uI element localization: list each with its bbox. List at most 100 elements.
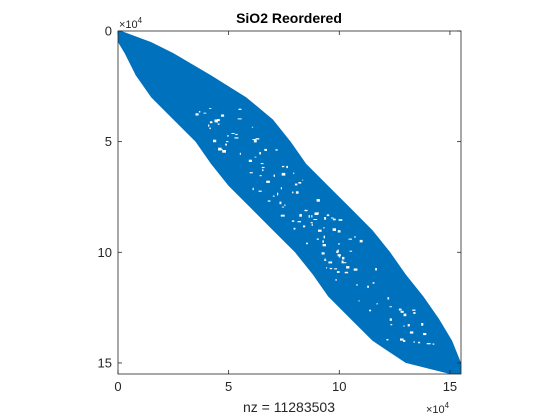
band-gap [329, 267, 333, 270]
band-gap [299, 214, 302, 217]
band-gap [209, 108, 212, 109]
band-gap [308, 215, 310, 218]
band-gap [316, 199, 320, 202]
band-gap [314, 212, 319, 215]
band-gap [390, 324, 393, 326]
band-gap [358, 300, 360, 302]
band-gap [208, 124, 210, 127]
band-gap [413, 341, 415, 343]
band-gap [338, 243, 340, 245]
x-multiplier-base: ×10 [426, 404, 445, 416]
band-gap [198, 111, 201, 113]
band-gap [322, 244, 326, 247]
band-gap [209, 121, 213, 124]
band-gap [227, 135, 229, 137]
band-gap [294, 183, 298, 186]
band-gap [217, 123, 220, 125]
band-gap [432, 343, 435, 345]
y-axis-multiplier: ×104 [119, 16, 143, 31]
x-multiplier-exponent: 4 [445, 401, 450, 410]
sparsity-band [118, 31, 461, 374]
x-tick-label: 10 [332, 379, 346, 394]
band-gap [286, 165, 288, 169]
band-gap [264, 148, 267, 151]
band-gap [334, 268, 338, 270]
band-gap [234, 137, 239, 139]
band-gap [292, 191, 294, 194]
band-gap [254, 156, 257, 158]
band-gap [311, 223, 313, 226]
band-gap [418, 341, 421, 344]
band-gap [218, 147, 222, 151]
band-gap [262, 169, 264, 172]
y-tick-label: 10 [98, 245, 112, 260]
band-gap [215, 119, 218, 123]
band-gap [280, 214, 285, 217]
band-gap [311, 215, 313, 218]
band-gap [337, 254, 341, 257]
band-gap [421, 323, 424, 326]
band-gap [213, 139, 217, 143]
band-gap [255, 138, 260, 140]
band-gap [253, 139, 257, 143]
band-gap [281, 165, 285, 168]
x-tick-labels: 0 5 10 15 [114, 379, 457, 394]
band-gap [203, 112, 207, 114]
band-gap [337, 249, 339, 253]
band-gap [321, 252, 325, 255]
band-gap [342, 262, 347, 264]
plot-frame [117, 30, 462, 375]
band-gap [367, 285, 369, 288]
band-gap [323, 227, 325, 229]
band-gap [337, 230, 341, 233]
band-gap [354, 236, 356, 238]
band-gap [318, 229, 322, 232]
band-gap [216, 119, 220, 122]
band-gap [214, 119, 217, 123]
band-gap [332, 228, 336, 231]
band-gap [226, 141, 229, 143]
band-gap [306, 242, 308, 245]
x-tick-label: 5 [225, 379, 232, 394]
band-gap [400, 310, 404, 313]
band-gap [302, 179, 304, 181]
band-gap [238, 108, 242, 110]
band-gap [293, 227, 296, 230]
band-gap [273, 174, 275, 177]
band-gap [326, 267, 328, 269]
band-gap [338, 219, 343, 221]
band-gap [259, 152, 261, 155]
band-gap [313, 219, 318, 220]
band-gap [332, 218, 336, 221]
x-tick-label: 0 [114, 379, 121, 394]
band-gap [231, 133, 235, 134]
band-gap [342, 256, 345, 260]
band-gap [315, 212, 319, 214]
band-gap [336, 271, 340, 273]
band-gap [304, 209, 308, 212]
band-gap [387, 297, 390, 300]
band-gap [375, 268, 377, 271]
band-gap [389, 306, 392, 308]
band-gap [400, 338, 404, 341]
x-axis-multiplier: ×104 [426, 401, 450, 416]
band-gap [295, 191, 299, 194]
band-gap [297, 221, 301, 223]
band-gap [369, 309, 372, 312]
band-gap [272, 195, 275, 197]
band-gap [252, 187, 254, 191]
band-gap [237, 118, 242, 120]
band-gap [303, 225, 306, 228]
band-gap [209, 127, 211, 130]
band-gap [221, 114, 225, 117]
band-gap [403, 340, 406, 342]
band-gap [266, 180, 270, 183]
band-gap [293, 172, 295, 175]
band-gap [258, 190, 262, 192]
band-gap [372, 282, 375, 284]
band-gap [279, 201, 282, 205]
band-gap [284, 204, 286, 207]
band-gap [336, 250, 339, 254]
band-gap [267, 200, 271, 202]
